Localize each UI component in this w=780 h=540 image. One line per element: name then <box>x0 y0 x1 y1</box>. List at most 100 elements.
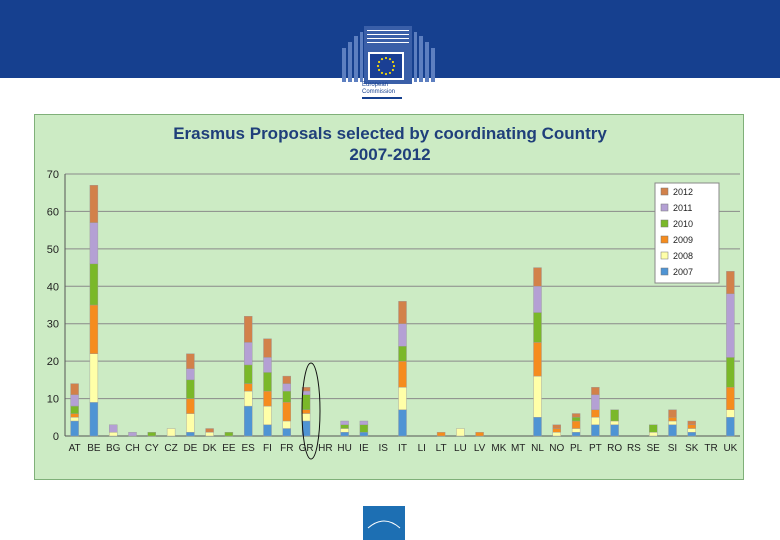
legend-swatch-2012 <box>660 187 669 196</box>
bar-segment-GR-2012 <box>301 387 311 392</box>
bar-segment-PT-2007 <box>591 424 600 437</box>
bar-segment-FI-2011 <box>263 357 272 373</box>
bar-segment-PL-2012 <box>571 413 581 418</box>
bar-segment-GR-2011 <box>301 390 311 396</box>
bar-segment-FR-2007 <box>282 428 292 437</box>
y-tick-label: 50 <box>47 244 59 256</box>
bar-segment-FI-2010 <box>263 372 272 392</box>
bar-segment-UK-2011 <box>726 293 735 358</box>
bar-segment-BG-2008 <box>108 432 118 437</box>
bar-segment-IT-2007 <box>398 409 407 437</box>
bar-segment-UK-2008 <box>726 409 735 418</box>
x-tick-label: HU <box>337 443 351 454</box>
logo-underline <box>362 97 402 99</box>
legend-swatch-2010 <box>660 219 669 228</box>
x-tick-label: PL <box>570 443 583 454</box>
bar-segment-SI-2009 <box>668 417 677 422</box>
bar-segment-PT-2012 <box>591 387 600 395</box>
x-tick-label: LU <box>454 443 467 454</box>
bar-segment-NL-2012 <box>533 267 542 287</box>
bar-segment-SE-2010 <box>649 424 658 433</box>
bar-segment-GR-2008 <box>301 413 311 422</box>
y-tick-label: 70 <box>47 169 59 181</box>
bar-segment-AT-2012 <box>70 383 79 396</box>
bar-segment-PT-2009 <box>591 409 600 418</box>
bar-segment-IE-2011 <box>359 420 369 425</box>
organisation-name-line1: European <box>362 82 389 88</box>
bar-segment-DK-2012 <box>205 428 214 433</box>
x-tick-label: FI <box>263 443 272 454</box>
bar-segment-HU-2008 <box>340 428 349 433</box>
x-tick-label: ES <box>242 443 256 454</box>
bar-segment-SI-2007 <box>668 424 677 437</box>
bar-segment-PL-2009 <box>571 420 581 429</box>
legend-swatch-2007 <box>660 267 669 276</box>
bar-segment-DE-2011 <box>186 368 195 381</box>
bar-segment-GR-2009 <box>301 409 311 414</box>
bar-segment-FI-2007 <box>263 424 272 437</box>
chart-title: Erasmus Proposals selected by coordinati… <box>173 124 607 143</box>
bar-segment-BE-2010 <box>89 263 99 306</box>
bar-segment-LV-2009 <box>475 432 484 437</box>
x-tick-label: LV <box>474 443 486 454</box>
legend-swatch-2008 <box>660 251 669 260</box>
bar-segment-CZ-2008 <box>166 428 176 437</box>
bar-segment-PL-2007 <box>571 432 581 437</box>
x-tick-label: RO <box>607 443 622 454</box>
bar-segment-ES-2008 <box>243 390 253 407</box>
bar-segment-NO-2009 <box>552 428 561 433</box>
bar-segment-IE-2007 <box>359 432 369 437</box>
bar-segment-HU-2011 <box>340 420 349 425</box>
x-tick-label: NO <box>549 443 564 454</box>
bar-segment-BE-2009 <box>89 304 99 354</box>
x-tick-label: SK <box>685 443 699 454</box>
bar-segment-ES-2009 <box>243 383 253 392</box>
bar-segment-FR-2011 <box>282 383 292 392</box>
bar-segment-BE-2012 <box>89 184 99 223</box>
bar-segment-DE-2012 <box>186 353 195 369</box>
x-tick-label: TR <box>704 443 717 454</box>
x-tick-label: CZ <box>164 443 177 454</box>
x-tick-label: LI <box>418 443 426 454</box>
x-tick-label: BG <box>106 443 121 454</box>
y-tick-label: 30 <box>47 319 59 331</box>
x-tick-label: RS <box>627 443 641 454</box>
x-tick-label: SI <box>668 443 677 454</box>
bar-segment-GR-2007 <box>301 420 311 437</box>
bar-segment-RO-2008 <box>610 420 619 425</box>
bar-segment-IT-2008 <box>398 387 407 410</box>
bar-segment-IT-2011 <box>398 323 407 347</box>
bar-segment-AT-2008 <box>70 417 79 422</box>
bar-segment-HU-2010 <box>340 424 349 429</box>
bar-segment-UK-2012 <box>726 271 735 295</box>
bar-segment-IT-2012 <box>398 301 407 325</box>
bar-segment-NL-2010 <box>533 312 542 343</box>
bar-segment-IT-2009 <box>398 360 407 388</box>
bar-segment-FI-2008 <box>263 405 272 426</box>
bar-segment-FR-2012 <box>282 375 292 384</box>
x-tick-label: PT <box>589 443 602 454</box>
x-tick-label: EE <box>222 443 236 454</box>
bar-segment-UK-2010 <box>726 357 735 388</box>
stacked-bar-chart: 0 10 20 30 40 50 60 70 AT BE BG CH CY CZ DE DK EE ES FI FR G… <box>47 169 740 454</box>
bar-segment-DE-2009 <box>186 398 195 414</box>
bar-segment-NO-2008 <box>552 432 561 437</box>
y-tick-label: 20 <box>47 356 59 368</box>
bar-segment-SK-2009 <box>687 424 696 429</box>
x-tick-label: FR <box>280 443 293 454</box>
organisation-name-line2: Commission <box>362 89 396 95</box>
x-tick-label: AT <box>69 443 81 454</box>
bar-segment-IT-2010 <box>398 345 407 362</box>
bar-segment-SE-2008 <box>649 432 658 437</box>
bar-segment-FI-2012 <box>263 338 272 358</box>
bar-segment-DE-2007 <box>186 432 195 437</box>
bar-segment-EE-2010 <box>224 432 234 437</box>
y-tick-label: 10 <box>47 394 59 406</box>
x-tick-label: CH <box>125 443 139 454</box>
bar-segment-CH-2011 <box>128 432 137 437</box>
bar-segment-UK-2007 <box>726 417 735 437</box>
bar-segment-SK-2007 <box>687 432 696 437</box>
x-tick-label: MK <box>491 443 506 454</box>
bar-segment-LT-2009 <box>436 432 446 437</box>
bar-segment-HU-2007 <box>340 432 349 437</box>
